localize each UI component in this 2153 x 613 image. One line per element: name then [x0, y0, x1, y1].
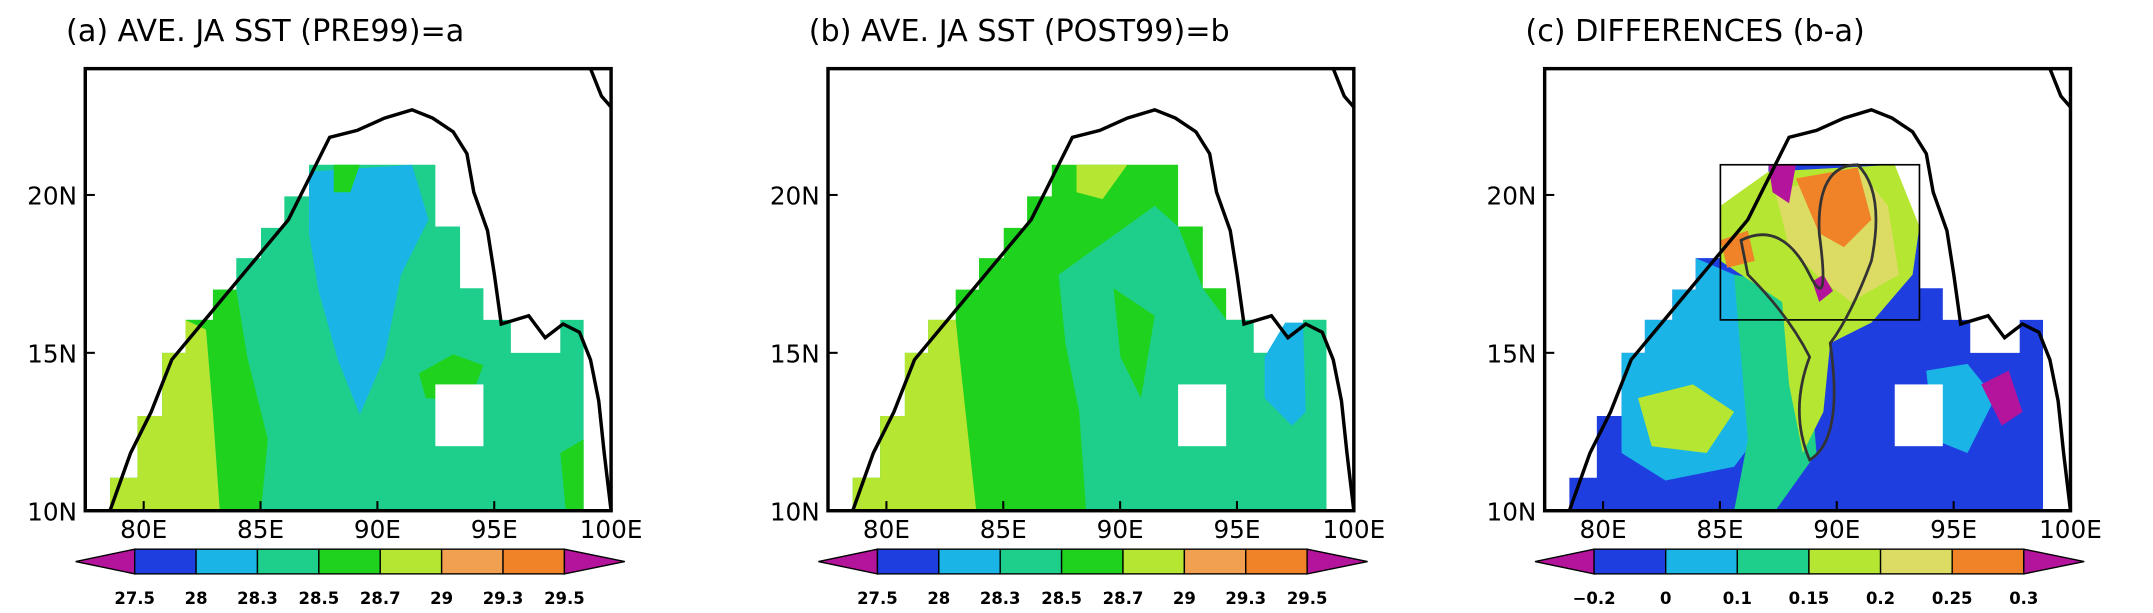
- x-tick-label: 100E: [580, 515, 643, 544]
- y-tick-label: 20N: [770, 182, 820, 211]
- x-tick-label: 100E: [2039, 515, 2102, 544]
- colorbar-label: 0: [1660, 589, 1671, 608]
- colorbar-label: 28.7: [360, 589, 401, 608]
- colorbar-box: [1593, 548, 1667, 575]
- x-tick-label: 95E: [1213, 515, 1260, 544]
- x-tick-label: 90E: [1813, 515, 1860, 544]
- colorbar-label: 29: [1173, 589, 1196, 608]
- colorbar-label: 28.3: [237, 589, 278, 608]
- colorbar-box: [938, 548, 1001, 575]
- x-tick-label: 85E: [237, 515, 284, 544]
- colorbar-label: 0.25: [1932, 589, 1973, 608]
- colorbar-label: 28: [185, 589, 208, 608]
- colorbar-box: [134, 548, 197, 575]
- colorbar-box: [1879, 548, 1953, 575]
- colorbar-box: [1122, 548, 1186, 575]
- map-frame: [826, 66, 1356, 513]
- map-frame: [1542, 66, 2073, 513]
- panel-title: (a) AVE. JA SST (PRE99)=a: [66, 14, 464, 49]
- colorbar-label: −0.2: [1573, 589, 1616, 608]
- y-tick-label: 20N: [1486, 182, 1536, 211]
- colorbar-arrow: [2023, 548, 2085, 575]
- x-tick-label: 90E: [1097, 515, 1144, 544]
- colorbar-arrow: [1306, 548, 1368, 575]
- x-tick-label: 80E: [120, 515, 167, 544]
- colorbar-label: 29.5: [1287, 589, 1328, 608]
- colorbar-box: [195, 548, 259, 575]
- colorbar-label: 0.3: [2009, 589, 2038, 608]
- colorbar-label: 28.5: [299, 589, 340, 608]
- colorbar-label: 0.15: [1789, 589, 1830, 608]
- panel-title: (c) DIFFERENCES (b-a): [1525, 14, 1864, 49]
- colorbar-label: 0.2: [1866, 589, 1895, 608]
- x-tick-label: 90E: [354, 515, 401, 544]
- colorbar-arrow: [1534, 548, 1595, 575]
- map-frame: [83, 66, 613, 513]
- y-tick-label: 10N: [1486, 497, 1536, 526]
- colorbar-label: 29.3: [483, 589, 524, 608]
- colorbar-label: 27.5: [114, 589, 155, 608]
- colorbar-box: [876, 548, 940, 575]
- y-tick-label: 10N: [770, 497, 820, 526]
- colorbar-arrow: [563, 548, 625, 575]
- x-tick-label: 85E: [1696, 515, 1743, 544]
- x-tick-label: 85E: [980, 515, 1027, 544]
- colorbar-arrow: [818, 548, 879, 575]
- colorbar-label: 29.3: [1225, 589, 1266, 608]
- map-c: [1567, 66, 2073, 513]
- colorbar-box: [318, 548, 381, 575]
- colorbar-box: [256, 548, 320, 575]
- colorbar-label: 28.3: [980, 589, 1021, 608]
- colorbar-box: [1951, 548, 2025, 575]
- colorbar-box: [440, 548, 504, 575]
- colorbar-arrow: [75, 548, 136, 575]
- colorbar-box: [1183, 548, 1247, 575]
- x-tick-label: 100E: [1322, 515, 1385, 544]
- colorbar-label: 28.5: [1041, 589, 1082, 608]
- colorbar-box: [999, 548, 1063, 575]
- colorbar-label: 0.1: [1723, 589, 1752, 608]
- colorbar-box: [502, 548, 566, 575]
- x-tick-label: 95E: [1930, 515, 1977, 544]
- colorbar-label: 28: [927, 589, 950, 608]
- x-tick-label: 80E: [863, 515, 910, 544]
- y-tick-label: 15N: [770, 339, 820, 368]
- colorbar-box: [1808, 548, 1882, 575]
- map-a: [108, 66, 613, 513]
- panel-title: (b) AVE. JA SST (POST99)=b: [809, 14, 1230, 49]
- y-tick-label: 10N: [27, 497, 77, 526]
- colorbar-label: 29.5: [544, 589, 585, 608]
- colorbar-box: [1665, 548, 1739, 575]
- y-tick-label: 20N: [27, 182, 77, 211]
- x-tick-label: 95E: [471, 515, 518, 544]
- x-tick-label: 80E: [1580, 515, 1627, 544]
- colorbar-box: [379, 548, 443, 575]
- y-tick-label: 15N: [1486, 339, 1536, 368]
- colorbar-box: [1060, 548, 1124, 575]
- colorbar-label: 29: [430, 589, 453, 608]
- colorbar-label: 27.5: [857, 589, 898, 608]
- map-b: [851, 66, 1356, 513]
- colorbar-box: [1736, 548, 1810, 575]
- colorbar-label: 28.7: [1103, 589, 1144, 608]
- colorbar-box: [1245, 548, 1308, 575]
- y-tick-label: 15N: [27, 339, 77, 368]
